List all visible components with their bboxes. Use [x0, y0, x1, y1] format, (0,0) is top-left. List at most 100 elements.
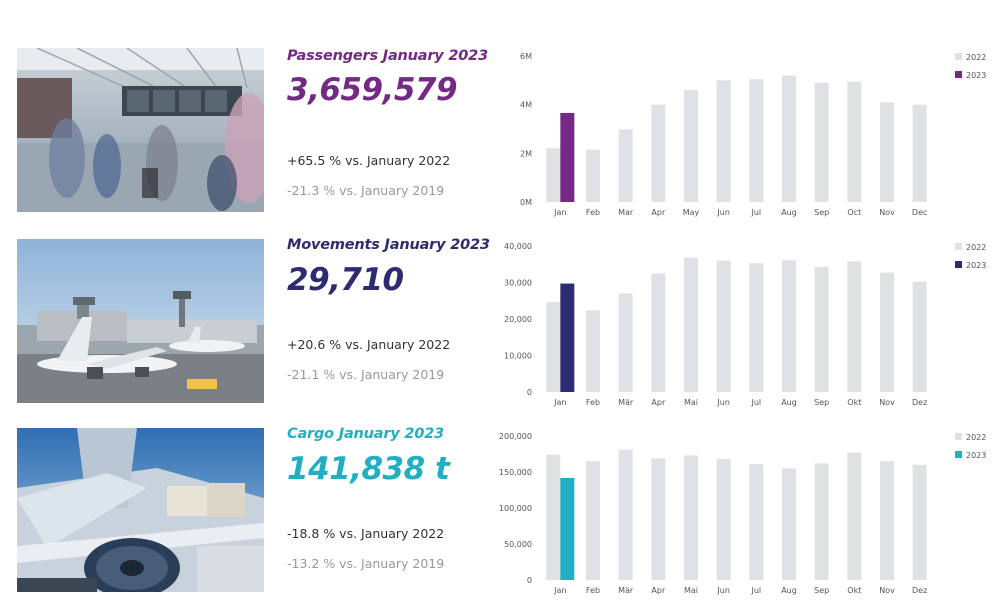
- cargo-bar-2022: [546, 454, 561, 580]
- passengers-y-tick-label: 2M: [520, 149, 532, 158]
- movements-bar-2022: [847, 261, 862, 392]
- movements-vs-2022: +20.6 % vs. January 2022: [287, 337, 451, 352]
- cargo-bar-2022: [912, 464, 927, 580]
- movements-bar-2022: [782, 260, 796, 392]
- cargo-chart-svg: 0 50,000 100,000 150,000 200,000 Jan Feb Mär Apr…: [499, 432, 986, 595]
- movements-legend-label: 2022: [966, 243, 986, 252]
- movements-row: Movements January 2023 29,710 +20.6 % vs…: [0, 234, 1000, 407]
- cargo-bar-2022: [618, 449, 633, 580]
- movements-y-tick-label: 40,000: [504, 242, 532, 251]
- cargo-y-tick-label: 150,000: [499, 468, 532, 477]
- passengers-x-tick-label: Jul: [751, 208, 762, 217]
- cargo-bar-2022: [782, 468, 796, 580]
- cargo-y-tick-label: 200,000: [499, 432, 532, 441]
- passengers-legend-swatch: [955, 71, 962, 78]
- movements-x-tick-label: Aug: [781, 398, 797, 407]
- cargo-bar-2022: [716, 459, 731, 580]
- passengers-x-tick-label: Aug: [781, 208, 797, 217]
- movements-y-tick-label: 0: [527, 388, 532, 397]
- movements-bar-2022: [912, 281, 927, 392]
- passengers-bar-2022: [782, 75, 796, 202]
- cargo-y-tick-label: 0: [527, 576, 532, 585]
- passengers-legend-label: 2023: [966, 71, 986, 80]
- cargo-x-tick-label: Apr: [651, 586, 666, 595]
- passengers-chart: 0M 2M 4M 6M Jan Feb Mar Apr May Jun Jul Aug Sep Oct No…: [496, 44, 990, 222]
- cargo-value: 141,838 t: [287, 451, 450, 487]
- movements-x-tick-label: Jun: [716, 398, 730, 407]
- movements-title: Movements January 2023: [287, 237, 490, 253]
- passengers-bar-2022: [651, 104, 666, 202]
- passengers-vs-2022: +65.5 % vs. January 2022: [287, 153, 451, 168]
- movements-legend-label: 2023: [966, 261, 986, 270]
- cargo-x-tick-label: Okt: [847, 586, 861, 595]
- movements-chart: 0 10,000 20,000 30,000 40,000 Jan Feb Mär Apr Mai…: [496, 234, 990, 412]
- passengers-row: Passengers January 2023 3,659,579 +65.5 …: [0, 44, 1000, 217]
- movements-x-tick-label: Sep: [814, 398, 829, 407]
- cargo-aircraft-photo: [17, 428, 264, 592]
- movements-value: 29,710: [287, 262, 404, 298]
- movements-bar-2023: [560, 283, 575, 392]
- cargo-x-tick-label: Dez: [912, 586, 927, 595]
- cargo-legend-swatch: [955, 433, 962, 440]
- passengers-x-tick-label: Oct: [847, 208, 861, 217]
- movements-x-tick-label: Nov: [879, 398, 895, 407]
- cargo-bar-2023: [560, 477, 575, 580]
- cargo-legend-label: 2023: [966, 451, 986, 460]
- movements-bar-2022: [716, 260, 731, 392]
- cargo-x-tick-label: Sep: [814, 586, 829, 595]
- cargo-bar-2022: [814, 463, 829, 580]
- movements-x-tick-label: Mär: [618, 398, 634, 407]
- cargo-x-tick-label: Jan: [553, 586, 566, 595]
- cargo-x-tick-label: Aug: [781, 586, 797, 595]
- movements-legend-swatch: [955, 261, 962, 268]
- cargo-legend-swatch: [955, 451, 962, 458]
- passengers-legend-swatch: [955, 53, 962, 60]
- passengers-legend-label: 2022: [966, 53, 986, 62]
- passengers-bar-2023: [560, 112, 575, 202]
- movements-bar-2022: [684, 257, 698, 392]
- cargo-bar-2022: [586, 461, 600, 580]
- movements-bar-2022: [880, 272, 894, 392]
- passengers-x-tick-label: Sep: [814, 208, 829, 217]
- movements-bar-2022: [586, 310, 600, 392]
- movements-x-tick-label: Okt: [847, 398, 861, 407]
- movements-bar-2022: [749, 263, 764, 392]
- cargo-vs-2019: -13.2 % vs. January 2019: [287, 556, 445, 571]
- passengers-vs-2019: -21.3 % vs. January 2019: [287, 183, 445, 198]
- passengers-bar-2022: [749, 79, 764, 202]
- passengers-bar-2022: [880, 102, 894, 202]
- cargo-x-tick-label: Feb: [586, 586, 600, 595]
- cargo-chart: 0 50,000 100,000 150,000 200,000 Jan Feb Mär Apr…: [496, 424, 990, 602]
- cargo-vs-2022: -18.8 % vs. January 2022: [287, 526, 445, 541]
- passengers-x-tick-label: Apr: [651, 208, 666, 217]
- movements-bar-2022: [814, 266, 829, 392]
- cargo-x-tick-label: Nov: [879, 586, 895, 595]
- passengers-x-tick-label: Feb: [586, 208, 600, 217]
- passengers-bar-2022: [618, 129, 633, 202]
- passengers-y-tick-label: 0M: [520, 198, 532, 207]
- aircraft-apron-photo: [17, 239, 264, 403]
- passengers-y-tick-label: 4M: [520, 101, 532, 110]
- passengers-x-tick-label: May: [683, 208, 700, 217]
- cargo-bar-2022: [847, 452, 862, 580]
- cargo-bar-2022: [749, 464, 764, 580]
- passengers-x-tick-label: Jun: [716, 208, 730, 217]
- passengers-title: Passengers January 2023: [287, 48, 488, 64]
- movements-y-tick-label: 10,000: [504, 352, 532, 361]
- passengers-x-tick-label: Mar: [618, 208, 634, 217]
- cargo-x-tick-label: Mai: [684, 586, 698, 595]
- cargo-x-tick-label: Jun: [716, 586, 730, 595]
- passengers-y-tick-label: 6M: [520, 52, 532, 61]
- passengers-bar-2022: [716, 80, 731, 202]
- movements-x-tick-label: Dez: [912, 398, 927, 407]
- cargo-y-tick-label: 50,000: [504, 540, 532, 549]
- cargo-x-tick-label: Jul: [751, 586, 762, 595]
- cargo-title: Cargo January 2023: [287, 426, 444, 442]
- passengers-bar-2022: [912, 104, 927, 202]
- cargo-legend-label: 2022: [966, 433, 986, 442]
- cargo-y-tick-label: 100,000: [499, 504, 532, 513]
- movements-chart-svg: 0 10,000 20,000 30,000 40,000 Jan Feb Mär Apr Mai…: [504, 242, 986, 407]
- passengers-bar-2022: [546, 148, 561, 202]
- movements-x-tick-label: Apr: [651, 398, 666, 407]
- movements-bar-2022: [651, 273, 666, 392]
